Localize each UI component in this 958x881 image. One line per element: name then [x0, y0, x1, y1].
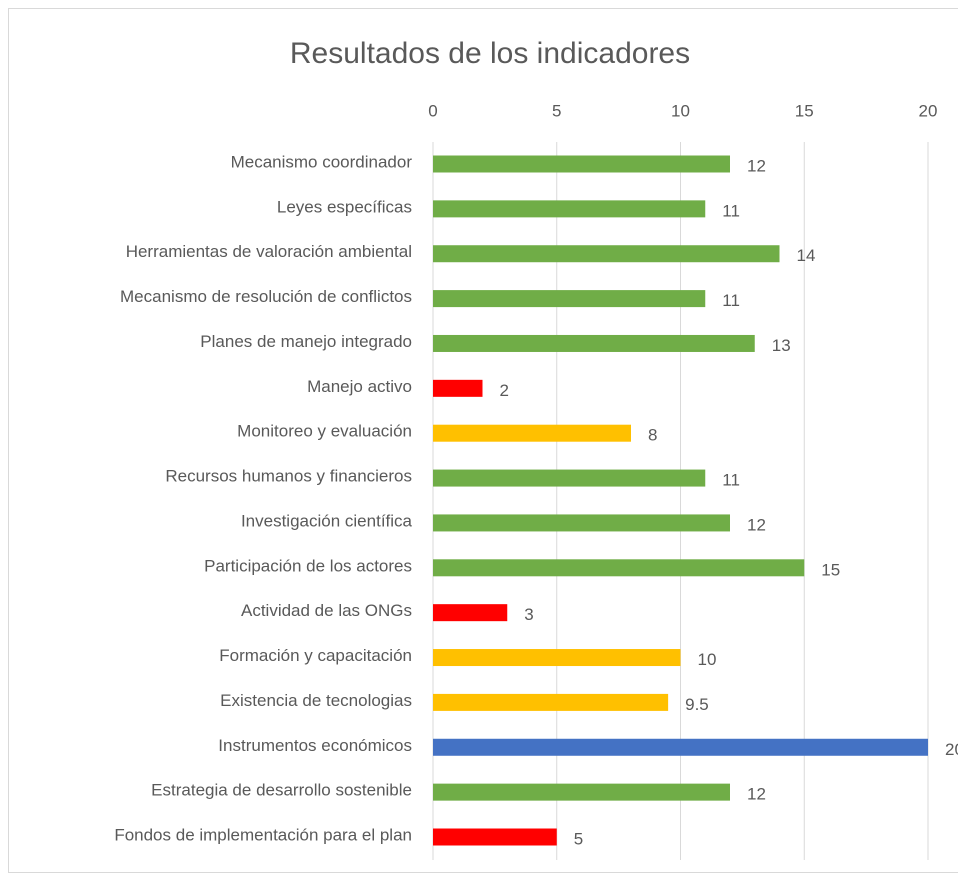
x-tick-label: 10 [671, 101, 690, 120]
y-tick-label: Participación de los actores [204, 556, 412, 575]
data-label: 13 [772, 336, 791, 355]
bar [433, 245, 780, 263]
data-label: 2 [500, 381, 509, 400]
bar [433, 155, 730, 173]
bar [433, 604, 508, 622]
bar [433, 738, 928, 756]
data-label: 10 [698, 650, 717, 669]
data-label: 11 [722, 201, 740, 220]
data-label: 12 [747, 156, 766, 175]
y-tick-label: Existencia de tecnologias [220, 691, 412, 710]
y-tick-label: Instrumentos económicos [218, 736, 412, 755]
y-tick-label: Formación y capacitación [219, 646, 412, 665]
y-tick-label: Actividad de las ONGs [241, 601, 412, 620]
data-label: 8 [648, 426, 657, 445]
x-tick-label: 20 [919, 101, 938, 120]
data-label: 20 [945, 740, 958, 759]
bar [433, 693, 669, 711]
data-label: 12 [747, 515, 766, 534]
data-label: 12 [747, 785, 766, 804]
y-tick-label: Fondos de implementación para el plan [114, 825, 412, 844]
bar [433, 334, 755, 352]
y-tick-label: Mecanismo de resolución de conflictos [120, 287, 412, 306]
bar [433, 559, 805, 577]
data-label: 11 [722, 291, 740, 310]
bar [433, 379, 483, 397]
y-tick-label: Mecanismo coordinador [231, 152, 413, 171]
y-tick-label: Recursos humanos y financieros [165, 467, 412, 486]
y-tick-label: Leyes específicas [277, 197, 412, 216]
bar [433, 469, 706, 487]
bar [433, 514, 730, 532]
bar [433, 424, 631, 442]
bar [433, 200, 706, 218]
y-tick-label: Estrategia de desarrollo sostenible [151, 781, 412, 800]
y-tick-label: Monitoreo y evaluación [237, 422, 412, 441]
data-label: 15 [821, 560, 840, 579]
chart-title: Resultados de los indicadores [290, 37, 690, 70]
y-tick-label: Manejo activo [307, 377, 412, 396]
bar [433, 783, 730, 801]
bar [433, 290, 706, 308]
x-tick-label: 0 [428, 101, 437, 120]
y-tick-label: Investigación científica [241, 511, 413, 530]
x-tick-label: 15 [795, 101, 814, 120]
data-label: 5 [574, 829, 583, 848]
y-tick-label: Planes de manejo integrado [200, 332, 412, 351]
data-label: 11 [722, 471, 740, 490]
data-label: 14 [797, 246, 816, 265]
data-label: 9.5 [685, 695, 709, 714]
data-label: 3 [524, 605, 533, 624]
bar [433, 828, 557, 846]
x-tick-label: 5 [552, 101, 561, 120]
bar [433, 649, 681, 667]
y-tick-label: Herramientas de valoración ambiental [126, 242, 412, 261]
